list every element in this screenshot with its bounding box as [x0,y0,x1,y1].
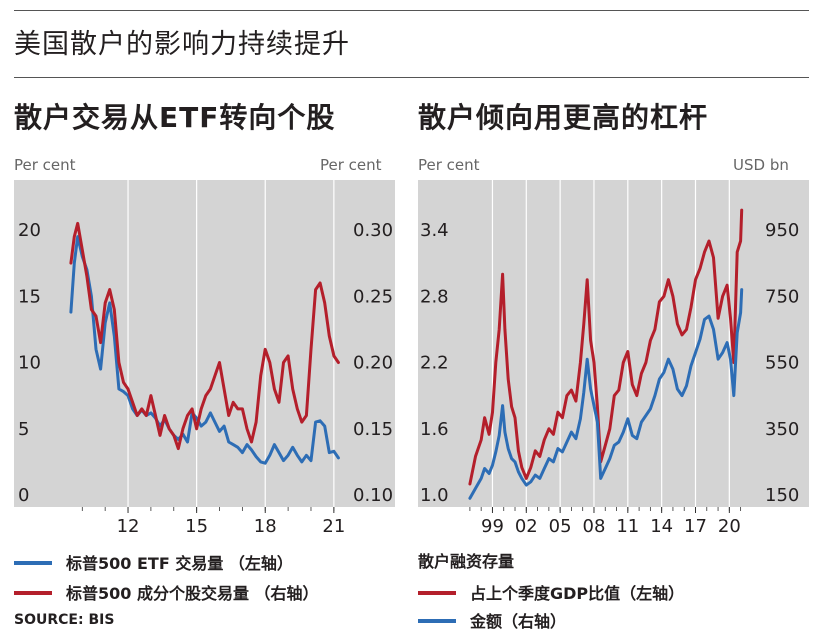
chart0-series-blue-line [69,235,340,465]
chart1-right-tick-950: 950 [765,220,799,241]
legend-amount: 金额（右轴） [418,608,566,632]
chart1-xtick-label-05: 05 [549,516,572,537]
chart1-xtick-label-08: 08 [583,516,606,537]
chart1-right-tick-750: 750 [765,286,799,307]
legend-etf-volume: 标普500 ETF 交易量 （左轴） [14,550,293,574]
chart0-xtick-label-15: 15 [185,516,208,537]
chart1-xtick-label-20: 20 [718,516,741,537]
chart1-left-tick-2.8: 2.8 [420,286,449,307]
chart0-left-tick-10: 10 [18,353,41,374]
right-chart-title: 散户倾向用更高的杠杆 [418,101,709,134]
left-chart-title: 散户交易从ETF转向个股 [14,101,336,134]
chart1-series-red-line [468,208,744,486]
chart0-right-tick-0.10: 0.10 [353,485,393,506]
chart1-xtick-label-99: 99 [481,516,504,537]
legend-label-gdp-ratio: 占上个季度GDP比值（左轴） [470,584,685,603]
legend-swatch-blue [14,560,52,565]
chart0-left-tick-20: 20 [18,220,41,241]
chart1-left-tick-1.6: 1.6 [420,419,449,440]
legend-swatch-red [14,590,52,595]
chart0-right-tick-0.15: 0.15 [353,419,393,440]
legend-title-margin-debt: 散户融资存量 [418,552,515,571]
legend-gdp-ratio: 占上个季度GDP比值（左轴） [418,580,684,604]
right-chart-right-unit: USD bn [733,156,789,174]
chart0-series-red-line [69,221,340,451]
chart1-xtick-label-17: 17 [684,516,707,537]
legend-stock-volume: 标普500 成分个股交易量 （右轴） [14,580,319,604]
right-chart-left-unit: Per cent [418,156,480,174]
legend-swatch-red [418,590,456,595]
chart1-right-tick-550: 550 [765,353,799,374]
title-rule [14,77,809,78]
legend-label-amount: 金额（右轴） [470,612,567,631]
legend-swatch-blue [418,618,456,623]
chart0-right-tick-0.20: 0.20 [353,353,393,374]
left-chart-right-unit: Per cent [320,156,382,174]
chart1-xtick-label-02: 02 [515,516,538,537]
chart0-left-tick-0: 0 [18,485,29,506]
chart0-right-tick-0.30: 0.30 [353,220,393,241]
top-rule [14,10,809,11]
chart0-xtick-label-21: 21 [322,516,345,537]
chart0-xtick-label-12: 12 [117,516,140,537]
legend-label-etf: 标普500 ETF 交易量 （左轴） [66,554,293,573]
chart0-xtick-label-18: 18 [254,516,277,537]
main-title: 美国散户的影响力持续提升 [14,29,350,60]
chart1-right-tick-350: 350 [765,419,799,440]
chart1-xtick-label-14: 14 [650,516,673,537]
chart1-left-tick-2.2: 2.2 [420,353,449,374]
chart0-right-tick-0.25: 0.25 [353,286,393,307]
chart0-left-tick-5: 5 [18,419,29,440]
chart1-xtick-label-11: 11 [616,516,639,537]
legend-label-stocks: 标普500 成分个股交易量 （右轴） [66,584,319,603]
left-chart-left-unit: Per cent [14,156,76,174]
chart0-left-tick-15: 15 [18,286,41,307]
chart1-series-blue-line [468,288,744,500]
chart1-left-tick-1.0: 1.0 [420,485,449,506]
right-chart-plot-area [418,180,809,507]
chart1-left-tick-3.4: 3.4 [420,220,449,241]
chart1-right-tick-150: 150 [765,485,799,506]
source-note: SOURCE: BIS [14,612,115,628]
